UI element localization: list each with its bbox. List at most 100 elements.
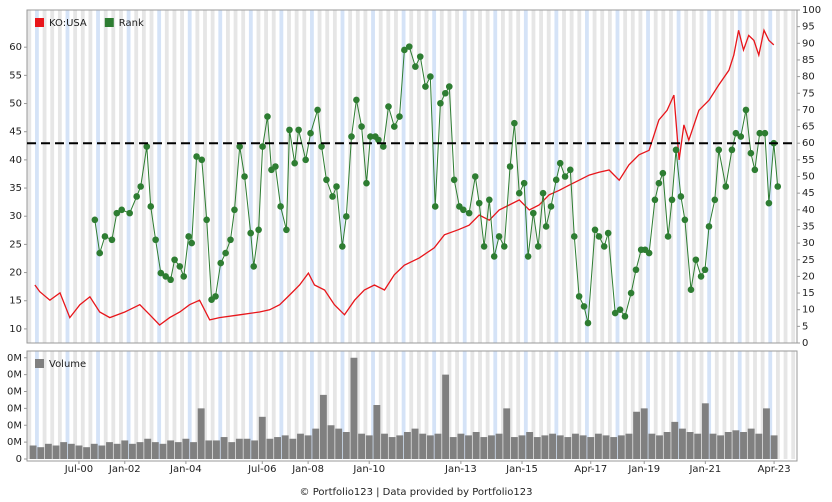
y2-tick-label: 70 — [802, 105, 815, 116]
rank-point — [255, 226, 262, 234]
rank-point — [705, 223, 713, 230]
x-tick-label: Jan-04 — [169, 464, 202, 475]
volume-bar — [709, 433, 717, 459]
volume-bar — [763, 408, 770, 459]
legend-label: Rank — [119, 18, 144, 29]
rank-point — [180, 273, 188, 280]
y-tick-label: 40 — [9, 155, 22, 166]
stripe — [409, 10, 414, 343]
stripe — [27, 351, 32, 459]
rank-point — [422, 83, 429, 90]
volume-bar — [67, 443, 75, 459]
stripe — [50, 351, 55, 459]
rank-point — [659, 169, 667, 177]
rank-point — [367, 133, 374, 140]
stripe — [707, 10, 712, 343]
rank-point — [236, 143, 243, 150]
rank-point — [632, 266, 640, 274]
stripe — [493, 10, 498, 343]
rank-point — [765, 199, 773, 207]
rank-point — [584, 319, 592, 327]
stripe — [684, 351, 689, 459]
stripe — [287, 351, 291, 459]
stripe — [378, 351, 383, 459]
stripe — [478, 351, 482, 459]
stripe — [653, 351, 658, 459]
rank-point — [264, 113, 271, 120]
volume-bar — [518, 435, 526, 459]
rank-point — [318, 143, 325, 150]
stripe — [577, 10, 582, 343]
rank-point — [385, 103, 392, 110]
stripe — [569, 351, 574, 459]
stripe — [447, 351, 452, 459]
rank-point — [732, 129, 740, 137]
volume-bar — [381, 433, 388, 459]
rank-point — [227, 236, 234, 244]
stripe — [256, 10, 261, 343]
volume-bar — [602, 435, 610, 459]
stripe — [386, 351, 391, 459]
stripe — [355, 10, 360, 343]
stripe — [378, 10, 383, 343]
rank-point — [416, 53, 424, 60]
footer: © Portfolio123 | Data provided by Portfo… — [300, 487, 533, 498]
volume-bar — [755, 433, 763, 459]
stripe — [523, 351, 528, 459]
y2-tick-label: 75 — [802, 88, 815, 99]
volume-bar — [564, 437, 572, 459]
stripe — [691, 10, 696, 343]
stripe — [325, 10, 330, 343]
stripe — [225, 10, 230, 343]
stripe — [96, 10, 100, 343]
background-stripes — [27, 10, 796, 459]
volume-bar — [625, 433, 633, 459]
rank-point — [697, 273, 705, 280]
x-tick-label: Jan-08 — [291, 464, 324, 475]
y2-tick-label: 20 — [802, 271, 815, 282]
x-tick-label: Apr-17 — [574, 464, 607, 475]
stripe — [592, 10, 597, 343]
volume-bar — [442, 374, 450, 459]
stripe — [96, 351, 100, 459]
rank-point — [277, 203, 284, 210]
stripe — [531, 10, 536, 343]
volume-bar — [656, 435, 663, 459]
stripe — [424, 351, 429, 459]
stripe — [653, 10, 658, 343]
volume-bar — [220, 437, 228, 459]
stripe — [149, 351, 154, 459]
stripe — [546, 10, 551, 343]
volume-bar — [510, 437, 518, 459]
stripe — [73, 351, 78, 459]
stripe — [233, 10, 238, 343]
volume-bar — [740, 432, 747, 459]
rank-point — [547, 203, 555, 210]
stripe — [164, 10, 169, 343]
stripe — [615, 351, 620, 459]
stripe — [57, 351, 62, 459]
stripe — [50, 10, 55, 343]
stripe — [775, 351, 780, 459]
stripe — [35, 10, 39, 343]
stripe — [493, 351, 498, 459]
rank-point — [167, 276, 174, 284]
volume-bar — [121, 440, 129, 459]
stripe — [607, 351, 612, 459]
stripe — [539, 10, 544, 343]
stripe — [73, 10, 78, 343]
stripe — [760, 351, 765, 459]
rank-point — [152, 236, 159, 244]
rank-point — [591, 226, 599, 234]
volume-bar — [335, 428, 343, 459]
stripe — [623, 351, 628, 459]
rank-point — [715, 146, 723, 154]
rank-point — [358, 123, 365, 130]
stripe — [439, 351, 444, 459]
stripe — [768, 351, 773, 459]
stripe — [630, 10, 635, 343]
rank-point — [241, 173, 248, 180]
stripe — [638, 10, 643, 343]
stripe — [317, 351, 322, 459]
